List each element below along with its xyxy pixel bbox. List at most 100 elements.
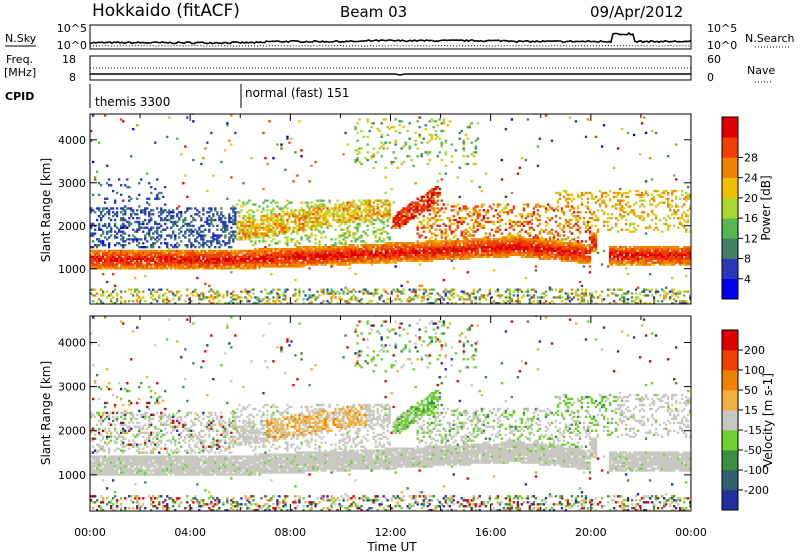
power-cell [286, 203, 289, 206]
power-cell [310, 211, 313, 214]
power-cell [492, 242, 495, 245]
power-cell [414, 246, 417, 249]
power-cell [252, 257, 255, 260]
power-cell [90, 226, 93, 229]
power-cell [118, 230, 121, 233]
power-cell [276, 263, 279, 266]
power-cell [482, 294, 485, 297]
power-cell [414, 244, 417, 247]
power-cell [272, 259, 275, 262]
power-cell [256, 209, 259, 212]
power-cell [460, 230, 463, 233]
power-cell [410, 259, 413, 262]
power-cell [288, 263, 291, 266]
power-cell [386, 259, 389, 262]
power-cell [490, 207, 493, 210]
power-cell [104, 207, 107, 210]
power-cell [220, 259, 223, 262]
power-cell [544, 300, 548, 303]
power-cell [538, 251, 541, 255]
power-cell [242, 230, 245, 233]
power-cell [208, 246, 211, 249]
power-cell [108, 255, 111, 258]
power-cell [226, 261, 229, 264]
power-cell [126, 186, 129, 189]
power-cell [244, 203, 247, 206]
power-cell [308, 255, 311, 258]
power-cell [428, 213, 431, 216]
power-cell [348, 215, 351, 218]
power-cell [398, 131, 401, 135]
power-cell [406, 249, 409, 253]
power-cell [402, 126, 405, 129]
power-cell [452, 205, 455, 208]
power-cell [346, 302, 349, 304]
power-cell [542, 244, 546, 247]
power-cell [426, 207, 429, 210]
power-cell [248, 300, 251, 303]
power-cell [536, 224, 539, 228]
power-cell [542, 246, 546, 249]
power-cell [230, 253, 233, 257]
power-cell [520, 215, 523, 218]
power-cell [282, 224, 285, 228]
power-cell [298, 265, 301, 268]
power-cell [432, 288, 435, 291]
power-cell [352, 213, 355, 216]
power-cell [324, 251, 327, 255]
power-cell [190, 232, 193, 235]
power-cell [372, 253, 375, 257]
power-cell [306, 238, 309, 241]
power-cell [220, 265, 223, 268]
power-cell [468, 244, 471, 247]
power-cell [468, 240, 471, 243]
power-cell [346, 288, 349, 291]
power-cell [108, 257, 111, 260]
power-cell [476, 244, 479, 247]
power-cell [456, 211, 459, 214]
power-cell [528, 244, 531, 247]
power-cell [178, 244, 181, 247]
power-cell [230, 234, 233, 237]
power-cell [418, 255, 421, 258]
power-cell [212, 240, 215, 243]
power-cell [510, 226, 513, 229]
power-cell [396, 222, 399, 226]
power-cell [412, 205, 415, 208]
power-cell [434, 228, 437, 231]
power-cell [166, 288, 169, 291]
power-cell [452, 222, 455, 226]
power-cell [464, 246, 467, 249]
power-cell [206, 240, 209, 243]
power-cell [356, 205, 359, 208]
power-cell [476, 137, 479, 140]
power-cell [188, 257, 191, 260]
power-cell [434, 238, 437, 241]
power-cell [448, 120, 451, 123]
power-cell [394, 139, 397, 142]
power-cell [276, 294, 279, 297]
power-cell [188, 228, 191, 231]
power-cell [448, 242, 451, 245]
power-cell [166, 300, 169, 303]
power-cell [540, 249, 544, 253]
power-cell [422, 249, 425, 253]
power-cell [108, 259, 111, 262]
power-cell [206, 222, 209, 226]
power-cell [236, 255, 239, 258]
power-cell [244, 226, 247, 229]
power-cell [248, 234, 251, 237]
power-cell [416, 228, 419, 231]
power-cell [474, 249, 477, 253]
power-cell [366, 292, 369, 295]
power-cell [546, 232, 550, 235]
power-cell [482, 242, 485, 245]
power-cell [384, 213, 387, 216]
power-cell [174, 294, 177, 297]
power-cell [224, 251, 227, 255]
power-cell [212, 302, 215, 304]
power-cell [474, 145, 477, 148]
power-cell [430, 251, 433, 255]
power-cell [130, 288, 133, 291]
power-cell [444, 164, 447, 168]
